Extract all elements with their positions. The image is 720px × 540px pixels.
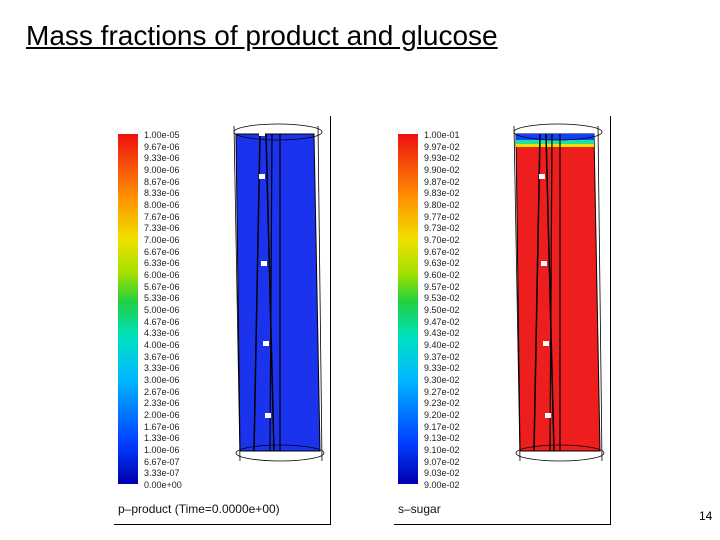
colorbar-tick-label: 7.67e-06 xyxy=(144,211,180,222)
colorbar-tick-label: 9.00e-02 xyxy=(424,480,460,490)
colorbar-tick-label: 9.10e-02 xyxy=(424,445,460,455)
colorbar-tick-label: 9.87e-02 xyxy=(424,176,460,187)
colorbar-tick-label: 0.00e+00 xyxy=(144,480,182,490)
colorbar-tick-label: 9.83e-02 xyxy=(424,188,460,199)
colorbar-tick-label: 4.33e-06 xyxy=(144,328,180,339)
colorbar-tick-label: 7.00e-06 xyxy=(144,235,180,245)
colorbar-tick-label: 9.13e-02 xyxy=(424,433,460,444)
colorbar-tick-label: 9.17e-02 xyxy=(424,421,460,432)
colorbar-tick-label: 8.67e-06 xyxy=(144,176,180,187)
colorbar-tick-label: 9.43e-02 xyxy=(424,328,460,339)
colorbar-tick-label: 9.80e-02 xyxy=(424,200,460,210)
colorbar-tick-label: 1.00e-06 xyxy=(144,445,180,455)
colorbar-tick-label: 9.90e-02 xyxy=(424,165,460,175)
colorbar-tick-label: 2.67e-06 xyxy=(144,386,180,397)
page-number: 14 xyxy=(699,509,713,523)
colorbar-tick-label: 6.33e-06 xyxy=(144,258,180,269)
colorbar-tick-label: 9.33e-02 xyxy=(424,363,460,374)
colorbar-tick-label: 3.33e-07 xyxy=(144,468,180,479)
colorbar-tick-label: 9.70e-02 xyxy=(424,235,460,245)
colorbar-tick-label: 2.33e-06 xyxy=(144,398,180,409)
colorbar-tick-label: 9.67e-06 xyxy=(144,141,180,152)
colorbar-tick-label: 9.67e-02 xyxy=(424,246,460,257)
sugar-domain-field xyxy=(513,123,605,462)
colorbar-tick-label: 3.33e-06 xyxy=(144,363,180,374)
colorbar-tick-label: 6.67e-07 xyxy=(144,456,180,467)
sugar-colorbar-ticks: 1.00e-01 9.97e-02 9.93e-02 9.90e-02 9.87e-02… xyxy=(424,130,504,490)
colorbar-tick-label: 6.00e-06 xyxy=(144,270,180,280)
colorbar-tick-label: 9.37e-02 xyxy=(424,351,460,362)
colorbar-tick-label: 5.33e-06 xyxy=(144,293,180,304)
colorbar-tick-label: 9.00e-06 xyxy=(144,165,180,175)
colorbar-tick-label: 1.33e-06 xyxy=(144,433,180,444)
sugar-caption: s–sugar xyxy=(398,502,441,516)
product-domain-field xyxy=(233,123,325,462)
colorbar-tick-label: 9.20e-02 xyxy=(424,410,460,420)
colorbar-tick-label: 9.60e-02 xyxy=(424,270,460,280)
colorbar-tick-label: 4.67e-06 xyxy=(144,316,180,327)
colorbar-tick-label: 9.30e-02 xyxy=(424,375,460,385)
colorbar-tick-label: 9.07e-02 xyxy=(424,456,460,467)
colorbar-tick-label: 6.67e-06 xyxy=(144,246,180,257)
colorbar-tick-label: 8.00e-06 xyxy=(144,200,180,210)
colorbar-tick-label: 7.33e-06 xyxy=(144,223,180,234)
colorbar-tick-label: 1.67e-06 xyxy=(144,421,180,432)
colorbar-tick-label: 4.00e-06 xyxy=(144,340,180,350)
colorbar-tick-label: 9.93e-02 xyxy=(424,153,460,164)
colorbar-tick-label: 9.97e-02 xyxy=(424,141,460,152)
colorbar-tick-label: 3.67e-06 xyxy=(144,351,180,362)
sugar-contour-panel: 1.00e-01 9.97e-02 9.93e-02 9.90e-02 9.87e-02… xyxy=(394,116,611,525)
colorbar-tick-label: 9.63e-02 xyxy=(424,258,460,269)
colorbar-tick-label: 9.73e-02 xyxy=(424,223,460,234)
colorbar-tick-label: 2.00e-06 xyxy=(144,410,180,420)
product-colorbar-ticks: 1.00e-05 9.67e-06 9.33e-06 9.00e-06 8.67e-06… xyxy=(144,130,224,490)
product-caption: p–product (Time=0.0000e+00) xyxy=(118,502,280,516)
colorbar-tick-label: 5.67e-06 xyxy=(144,281,180,292)
colorbar-tick-label: 9.40e-02 xyxy=(424,340,460,350)
colorbar-tick-label: 9.23e-02 xyxy=(424,398,460,409)
colorbar-tick-label: 1.00e-05 xyxy=(144,130,180,140)
colorbar-tick-label: 9.53e-02 xyxy=(424,293,460,304)
product-colorbar xyxy=(118,134,138,484)
page-title: Mass fractions of product and glucose xyxy=(26,20,498,51)
colorbar-tick-label: 9.33e-06 xyxy=(144,153,180,164)
colorbar-tick-label: 1.00e-01 xyxy=(424,130,460,140)
colorbar-tick-label: 9.27e-02 xyxy=(424,386,460,397)
colorbar-tick-label: 5.00e-06 xyxy=(144,305,180,315)
colorbar-tick-label: 3.00e-06 xyxy=(144,375,180,385)
colorbar-tick-label: 9.47e-02 xyxy=(424,316,460,327)
colorbar-tick-label: 9.77e-02 xyxy=(424,211,460,222)
colorbar-tick-label: 8.33e-06 xyxy=(144,188,180,199)
colorbar-tick-label: 9.03e-02 xyxy=(424,468,460,479)
sugar-colorbar xyxy=(398,134,418,484)
colorbar-tick-label: 9.57e-02 xyxy=(424,281,460,292)
product-contour-panel: 1.00e-05 9.67e-06 9.33e-06 9.00e-06 8.67e-06… xyxy=(114,116,331,525)
colorbar-tick-label: 9.50e-02 xyxy=(424,305,460,315)
